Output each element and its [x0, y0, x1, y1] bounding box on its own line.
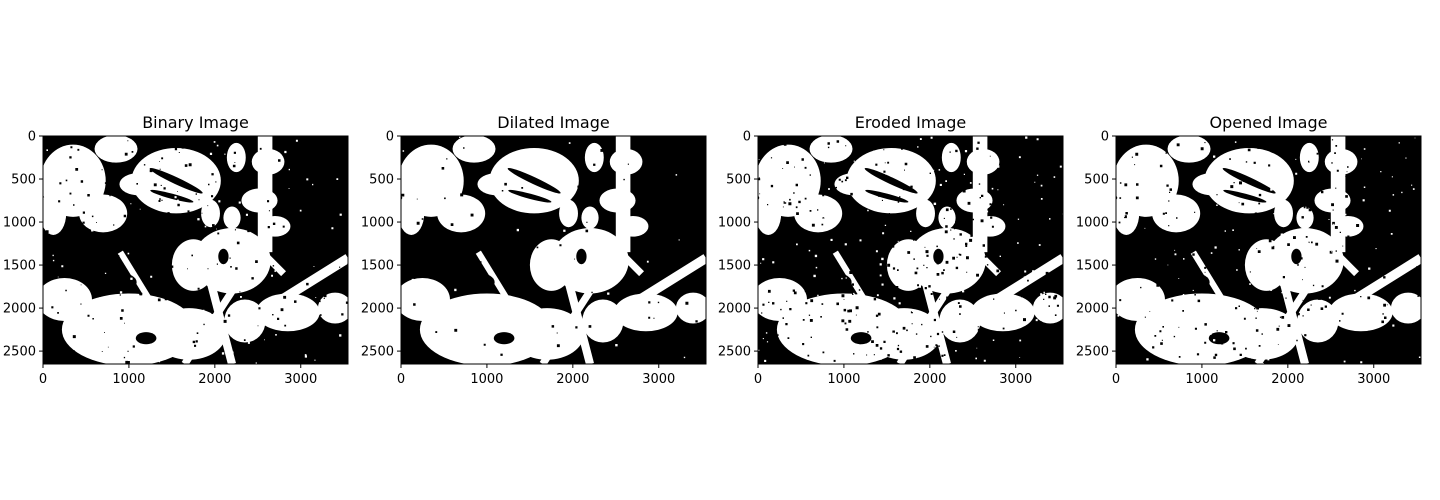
binary-image [1116, 136, 1421, 364]
y-tick-label: 1500 [3, 259, 36, 274]
speckle-noise [758, 136, 1063, 364]
y-tick-label: 1000 [3, 216, 36, 231]
binary-image [43, 136, 348, 364]
panel-title: Eroded Image [855, 113, 966, 132]
axes-frame [42, 135, 349, 365]
y-tick-label: 1500 [361, 259, 394, 274]
binary-image [401, 136, 706, 364]
y-tick-label: 2000 [3, 302, 36, 317]
x-tick-label: 1000 [1185, 372, 1218, 387]
y-tick-label: 2500 [3, 345, 36, 360]
x-tick-label: 0 [39, 372, 47, 387]
panel-1: Binary Image 0 1000 2000 3000 0 500 1000 1500 200… [3, 113, 349, 387]
x-tick-label: 2000 [1271, 372, 1304, 387]
panel-2: Dilated Image 0 1000 2000 3000 0 500 1000 1500 20… [361, 113, 707, 387]
y-tick-label: 1000 [1076, 216, 1109, 231]
panel-3: Eroded Image 0 1000 2000 3000 0 500 1000 1500 200… [718, 113, 1064, 387]
x-tick-label: 1000 [470, 372, 503, 387]
panel-4: Opened Image 0 1000 2000 3000 0 500 1000 1500 200… [1076, 113, 1422, 387]
y-tick-label: 500 [369, 173, 394, 188]
panel-title: Dilated Image [497, 113, 609, 132]
x-tick-label: 3000 [284, 372, 317, 387]
y-tick-label: 1000 [718, 216, 751, 231]
y-tick-label: 2000 [1076, 302, 1109, 317]
y-tick-label: 2000 [718, 302, 751, 317]
x-tick-label: 3000 [999, 372, 1032, 387]
x-tick-label: 2000 [556, 372, 589, 387]
y-tick-label: 0 [28, 130, 36, 145]
x-tick-label: 1000 [827, 372, 860, 387]
y-tick-label: 2500 [718, 345, 751, 360]
y-tick-label: 500 [1084, 173, 1109, 188]
y-tick-label: 500 [726, 173, 751, 188]
y-tick-label: 1000 [361, 216, 394, 231]
x-tick-label: 0 [754, 372, 762, 387]
axes-frame [400, 135, 707, 365]
y-tick-label: 500 [11, 173, 36, 188]
panel-title: Binary Image [142, 113, 249, 132]
axes-frame [757, 135, 1064, 365]
x-tick-label: 2000 [913, 372, 946, 387]
x-tick-label: 1000 [112, 372, 145, 387]
y-tick-label: 1500 [1076, 259, 1109, 274]
y-tick-label: 0 [743, 130, 751, 145]
panel-title: Opened Image [1210, 113, 1328, 132]
x-tick-label: 0 [1112, 372, 1120, 387]
x-tick-label: 3000 [642, 372, 675, 387]
x-tick-label: 0 [397, 372, 405, 387]
x-tick-label: 2000 [198, 372, 231, 387]
binary-image [758, 136, 1063, 364]
axes-frame [1115, 135, 1422, 365]
y-tick-label: 2500 [1076, 345, 1109, 360]
y-tick-label: 1500 [718, 259, 751, 274]
y-tick-label: 0 [386, 130, 394, 145]
y-tick-label: 2500 [361, 345, 394, 360]
y-tick-label: 2000 [361, 302, 394, 317]
y-tick-label: 0 [1101, 130, 1109, 145]
x-tick-label: 3000 [1357, 372, 1390, 387]
